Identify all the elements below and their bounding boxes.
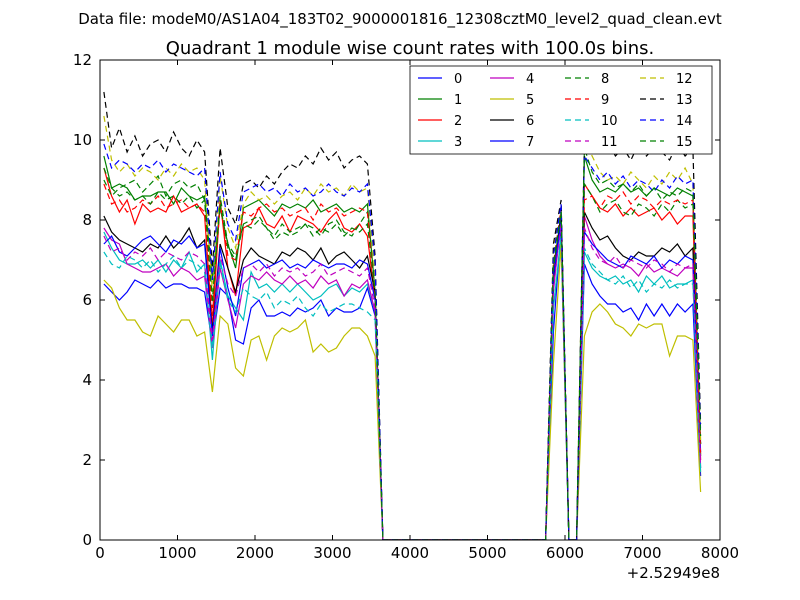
series-line-15 xyxy=(103,147,702,540)
legend-label-8: 8 xyxy=(601,72,609,87)
legend-label-6: 6 xyxy=(526,114,534,129)
series-line-1 xyxy=(103,155,702,540)
series-line-12 xyxy=(103,115,702,540)
series-line-8 xyxy=(103,174,702,540)
x-tick-label: 1000 xyxy=(158,544,196,562)
legend-label-2: 2 xyxy=(454,114,462,129)
x-tick-label: 2000 xyxy=(236,544,274,562)
legend-label-7: 7 xyxy=(526,135,534,150)
x-tick-label: 4000 xyxy=(391,544,429,562)
legend-label-14: 14 xyxy=(676,114,693,129)
x-tick-label: 5000 xyxy=(468,544,506,562)
legend-label-5: 5 xyxy=(526,93,534,108)
series-line-7 xyxy=(103,219,702,540)
series-line-13 xyxy=(103,91,702,540)
series-line-5 xyxy=(103,243,702,540)
ticks-layer: 0 1000 2000 3000 4000 5000 6000 7000 80000246810… xyxy=(73,51,739,562)
legend-box xyxy=(409,65,713,155)
legend-label-4: 4 xyxy=(526,72,534,87)
series-line-2 xyxy=(103,167,702,540)
y-tick-label: 6 xyxy=(82,291,92,309)
plot-area: 0 1000 2000 3000 4000 5000 6000 7000 80000246810… xyxy=(73,51,739,582)
y-tick-label: 12 xyxy=(73,51,92,69)
figure-suptitle: Data file: modeM0/AS1A04_183T02_90000018… xyxy=(78,10,722,29)
y-tick-label: 10 xyxy=(73,131,92,149)
legend-label-15: 15 xyxy=(676,135,693,150)
series-layer xyxy=(103,91,702,540)
chart-title: Quadrant 1 module wise count rates with … xyxy=(166,38,655,59)
x-offset-label: +2.52949e8 xyxy=(627,564,720,582)
x-tick-label: 8000 xyxy=(701,544,739,562)
series-line-6 xyxy=(103,211,702,540)
legend-label-3: 3 xyxy=(454,135,462,150)
legend-label-9: 9 xyxy=(601,93,609,108)
x-tick-label: 0 xyxy=(95,544,105,562)
x-tick-label: 6000 xyxy=(546,544,584,562)
series-line-10 xyxy=(103,235,702,540)
legend-label-13: 13 xyxy=(676,93,693,108)
x-tick-label: 7000 xyxy=(623,544,661,562)
series-line-14 xyxy=(103,143,702,540)
legend-label-0: 0 xyxy=(454,72,462,87)
y-tick-label: 0 xyxy=(82,531,92,549)
y-tick-label: 4 xyxy=(82,371,92,389)
y-tick-label: 2 xyxy=(82,451,92,469)
legend-label-1: 1 xyxy=(454,93,462,108)
series-line-4 xyxy=(103,215,702,540)
legend-label-11: 11 xyxy=(601,135,618,150)
series-line-0 xyxy=(103,227,702,540)
legend-label-12: 12 xyxy=(676,72,693,87)
y-tick-label: 8 xyxy=(82,211,92,229)
series-line-9 xyxy=(103,183,702,540)
series-line-11 xyxy=(103,223,702,540)
series-line-3 xyxy=(103,231,702,540)
x-tick-label: 3000 xyxy=(313,544,351,562)
legend-label-10: 10 xyxy=(601,114,618,129)
